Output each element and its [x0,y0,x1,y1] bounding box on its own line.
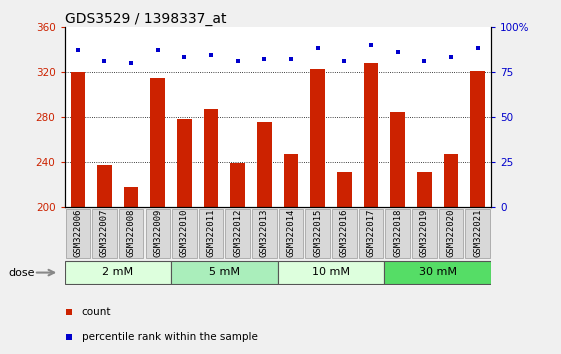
Bar [177,119,192,207]
Point [420,58,429,64]
Text: percentile rank within the sample: percentile rank within the sample [81,332,257,342]
Bar [412,209,436,258]
Text: GSM322008: GSM322008 [127,209,136,257]
Text: GSM322007: GSM322007 [100,209,109,257]
Bar [417,172,431,207]
Bar [279,209,304,258]
Point [313,45,322,51]
Bar [172,209,197,258]
Bar [71,72,85,207]
Text: 10 mM: 10 mM [312,267,350,277]
Text: GSM322020: GSM322020 [447,209,456,257]
Text: GSM322015: GSM322015 [313,209,322,257]
Point [153,47,162,53]
Bar [284,154,298,207]
Text: GSM322012: GSM322012 [233,209,242,257]
Bar [66,209,90,258]
Point [340,58,349,64]
Bar [470,70,485,207]
Point [100,58,109,64]
Bar [231,163,245,207]
Bar [119,209,144,258]
Point [180,55,189,60]
Bar [145,209,170,258]
Bar [364,63,378,207]
Bar [358,209,383,258]
Text: GSM322014: GSM322014 [287,209,296,257]
Text: GSM322010: GSM322010 [180,209,189,257]
Bar [92,209,117,258]
Text: GSM322019: GSM322019 [420,209,429,257]
Bar [390,112,405,207]
Text: 2 mM: 2 mM [102,267,134,277]
Bar [65,261,171,284]
Text: GSM322016: GSM322016 [340,209,349,257]
Text: 5 mM: 5 mM [209,267,240,277]
Text: GSM322013: GSM322013 [260,209,269,257]
Text: count: count [81,307,111,317]
Text: 30 mM: 30 mM [419,267,457,277]
Text: GSM322021: GSM322021 [473,209,482,257]
Bar [199,209,223,258]
Bar [124,187,139,207]
Bar [337,172,352,207]
Point [206,53,215,58]
Point [65,309,73,315]
Point [287,56,296,62]
Point [366,42,375,47]
Text: GSM322017: GSM322017 [366,209,375,257]
Bar [305,209,330,258]
Bar [226,209,250,258]
Text: GSM322006: GSM322006 [73,209,82,257]
Text: GDS3529 / 1398337_at: GDS3529 / 1398337_at [65,12,226,25]
Text: dose: dose [8,268,35,278]
Bar [150,79,165,207]
Bar [204,109,218,207]
Bar [171,261,278,284]
Point [127,60,136,65]
Text: GSM322018: GSM322018 [393,209,402,257]
Point [473,45,482,51]
Text: GSM322009: GSM322009 [153,209,162,257]
Point [447,55,456,60]
Bar [252,209,277,258]
Bar [439,209,463,258]
Bar [444,154,458,207]
Point [233,58,242,64]
Bar [332,209,357,258]
Point [260,56,269,62]
Bar [97,165,112,207]
Point [73,47,82,53]
Point [393,49,402,55]
Bar [257,122,272,207]
Bar [278,261,384,284]
Text: GSM322011: GSM322011 [206,209,215,257]
Bar [465,209,490,258]
Bar [384,261,491,284]
Bar [310,69,325,207]
Bar [385,209,410,258]
Point [65,334,73,340]
